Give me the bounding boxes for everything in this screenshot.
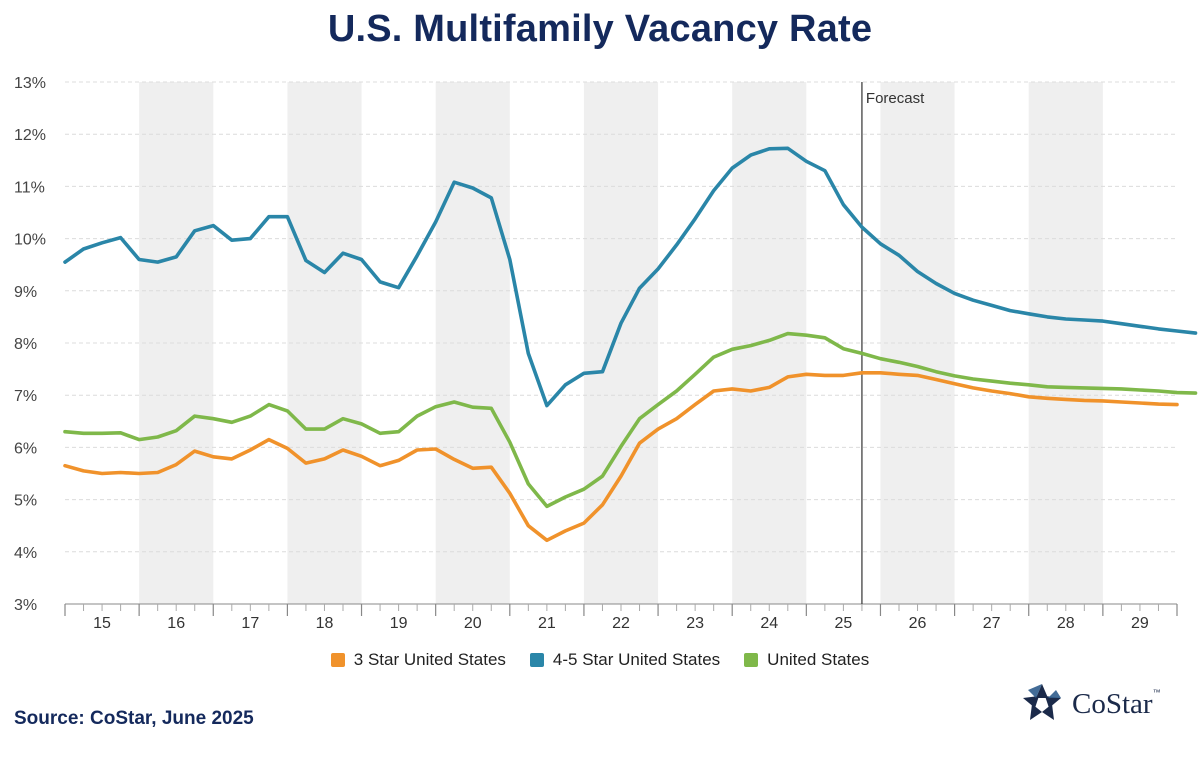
legend-label-united-states: United States: [767, 650, 870, 669]
y-tick-label: 10%: [14, 232, 46, 249]
y-tick-label: 13%: [14, 75, 46, 92]
x-tick-label: 15: [93, 615, 111, 632]
legend-label-4-5-star: 4-5 Star United States: [552, 650, 721, 669]
source-note: Source: CoStar, June 2025: [14, 708, 254, 729]
series-line: [63, 370, 1179, 543]
legend-item-4-5-star[interactable]: 4-5 Star United States: [529, 650, 721, 670]
y-tick-label: 9%: [14, 284, 37, 301]
chart-title: U.S. Multifamily Vacancy Rate: [327, 8, 873, 50]
x-tick-label: 22: [612, 615, 630, 632]
series-line: [63, 331, 1198, 509]
legend-swatch-3-star: [330, 653, 345, 667]
x-tick-label: 27: [983, 615, 1001, 632]
legend-swatch-4-5-star: [529, 653, 544, 667]
legend-item-3-star[interactable]: 3 Star United States: [330, 650, 506, 670]
y-tick-label: 8%: [14, 336, 37, 353]
x-tick-label: 24: [760, 615, 778, 632]
line-chart: 3% 4% 5% 6% 7% 8% 9% 10% 11% 12% 13% 15 16 17 18 19 20 21…: [14, 75, 1198, 632]
forecast-label: Forecast: [866, 90, 925, 107]
costar-wordmark: CoStar™: [1072, 687, 1161, 720]
x-tick-label: 16: [167, 615, 185, 632]
series-line: [63, 146, 1198, 408]
x-tick-label: 28: [1057, 615, 1075, 632]
x-tick-label: 18: [316, 615, 334, 632]
costar-logo[interactable]: CoStar™: [1020, 682, 1161, 726]
x-tick-label: 20: [464, 615, 482, 632]
y-tick-label: 5%: [14, 493, 37, 510]
x-tick-label: 17: [241, 615, 259, 632]
legend-item-united-states[interactable]: United States: [744, 650, 869, 670]
costar-star-icon: [1023, 684, 1061, 720]
y-tick-label: 4%: [14, 545, 37, 562]
x-tick-label: 25: [835, 615, 853, 632]
legend-label-3-star: 3 Star United States: [353, 650, 506, 669]
x-tick-label: 21: [538, 615, 556, 632]
y-tick-label: 11%: [14, 179, 45, 196]
y-tick-label: 12%: [14, 127, 46, 144]
x-tick-label: 29: [1131, 615, 1149, 632]
y-tick-label: 3%: [14, 597, 37, 614]
y-tick-label: 7%: [14, 388, 37, 405]
x-tick-label: 23: [686, 615, 704, 632]
x-tick-label: 26: [909, 615, 927, 632]
chart-legend: 3 Star United States 4-5 Star United Sta…: [0, 650, 1200, 670]
legend-swatch-united-states: [744, 653, 759, 667]
y-tick-label: 6%: [14, 440, 37, 457]
x-tick-label: 19: [390, 615, 408, 632]
